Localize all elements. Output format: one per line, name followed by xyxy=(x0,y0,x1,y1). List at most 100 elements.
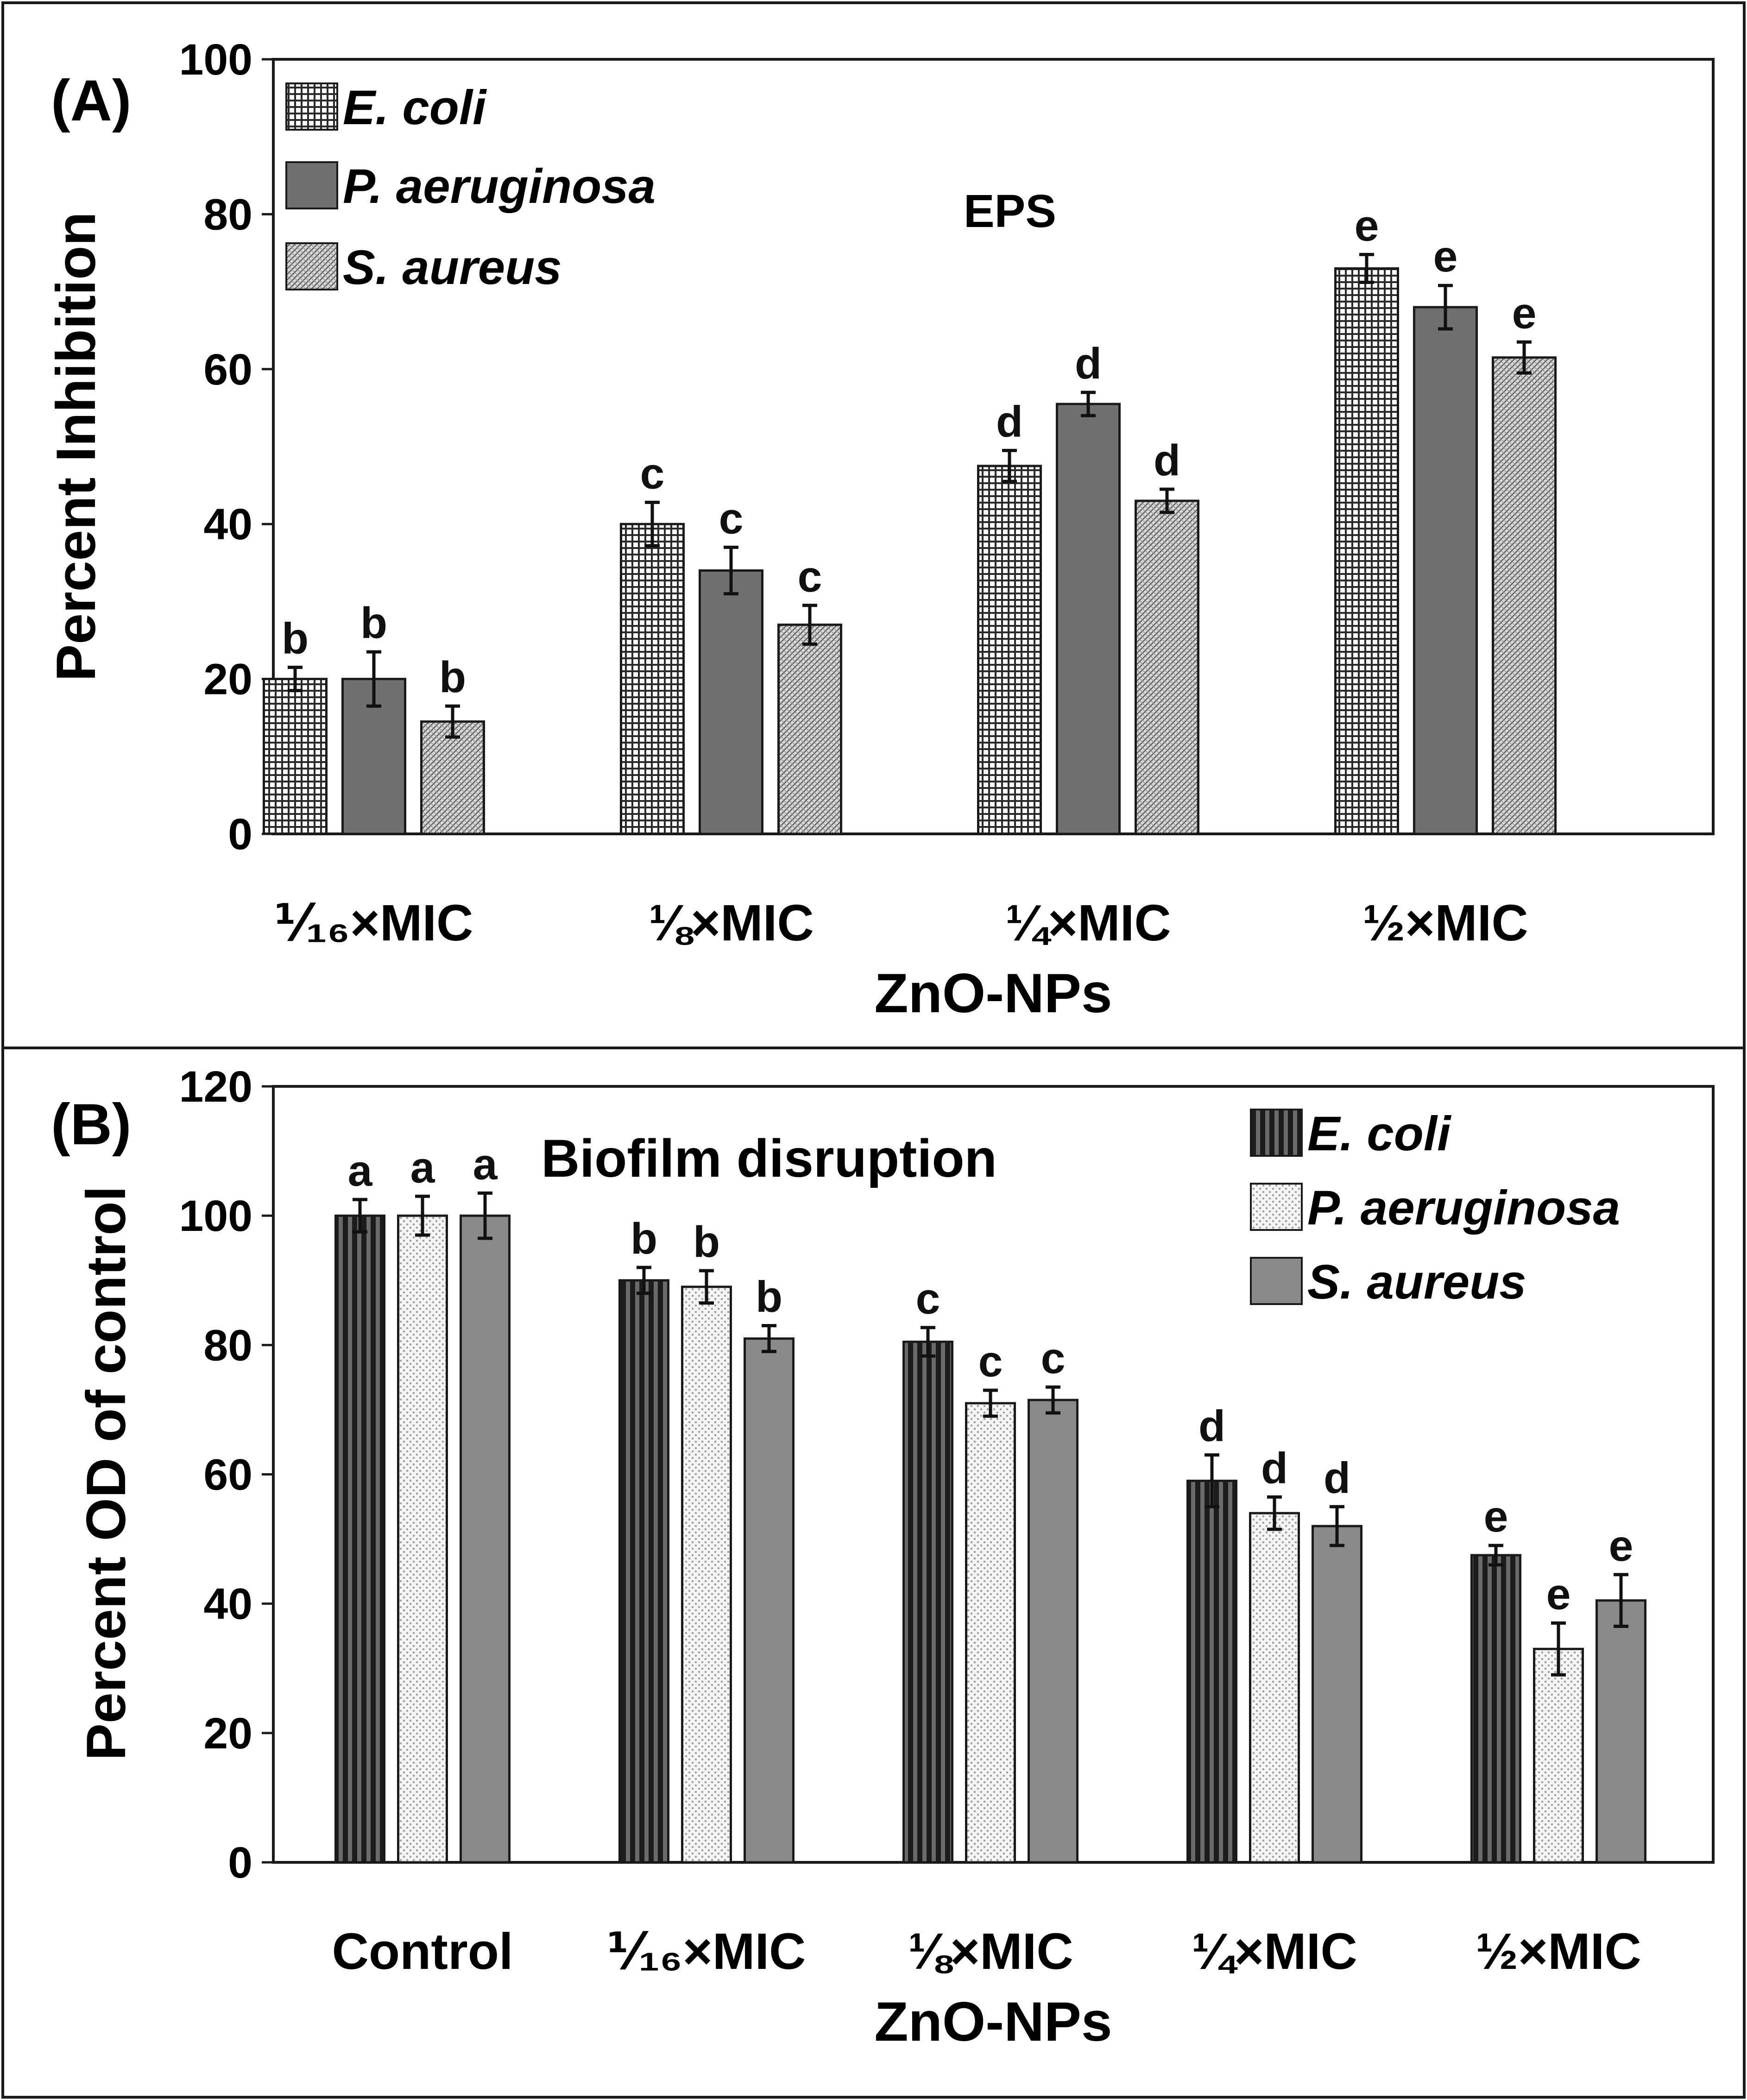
panel-a-y-ticks: 0 20 40 60 80 100 xyxy=(179,35,273,859)
significance-letter: c xyxy=(978,1337,1003,1386)
error-bar xyxy=(1081,391,1096,417)
bar xyxy=(1492,356,1557,835)
significance-letter: a xyxy=(410,1143,435,1192)
significance-letter: e xyxy=(1546,1570,1571,1619)
error-bar xyxy=(1551,1621,1566,1677)
legend-swatch-p-aeruginosa xyxy=(285,161,338,209)
error-bar xyxy=(1002,448,1017,483)
panel-b-bars: a b c d e a b c d e a b c d e xyxy=(334,1140,1646,1864)
panel-a-legend: E. coli P. aeruginosa S. aureus xyxy=(285,81,656,295)
x-category-label: ⅛×MIC xyxy=(648,895,814,952)
legend-label-s-aureus: S. aureus xyxy=(343,240,562,295)
error-bar xyxy=(1046,1385,1060,1415)
bar xyxy=(620,523,685,835)
legend-swatch-p-aeruginosa xyxy=(1250,1183,1303,1231)
significance-letter: d xyxy=(1075,339,1102,388)
error-bar xyxy=(366,650,381,708)
bar xyxy=(1312,1525,1362,1864)
y-tick-label: 0 xyxy=(228,810,252,859)
bar xyxy=(777,624,842,835)
significance-letter: b xyxy=(756,1272,782,1321)
legend-swatch-e-coli xyxy=(285,82,338,131)
significance-letter: d xyxy=(1261,1444,1288,1493)
bar xyxy=(263,678,328,835)
legend-swatch-e-coli xyxy=(1250,1109,1303,1157)
error-bar xyxy=(1205,1453,1219,1508)
bar xyxy=(1135,499,1199,835)
y-tick-label: 40 xyxy=(203,500,252,549)
legend-label-p-aeruginosa: P. aeruginosa xyxy=(1307,1181,1620,1235)
y-tick-label: 60 xyxy=(203,1450,252,1500)
x-category-label: ⅛×MIC xyxy=(908,1923,1073,1980)
panel-a-y-axis-label: Percent Inhibition xyxy=(45,212,107,681)
x-category-label: ⅟₁₆×MIC xyxy=(275,895,473,952)
bar xyxy=(1028,1399,1078,1864)
error-bar xyxy=(645,500,660,548)
error-bar xyxy=(1438,284,1453,331)
bar xyxy=(681,1286,732,1864)
bar xyxy=(699,569,763,835)
x-category-label: ½×MIC xyxy=(1362,895,1528,952)
significance-letter: d xyxy=(996,397,1023,446)
bar xyxy=(1249,1512,1300,1864)
significance-letter: b xyxy=(693,1217,720,1267)
significance-letter: b xyxy=(439,653,466,702)
significance-letter: c xyxy=(719,494,744,543)
bar xyxy=(420,720,485,835)
panel-b: (B) Biofilm disruption Percent OD of con… xyxy=(51,1062,1715,2053)
y-tick-label: 100 xyxy=(179,1192,252,1241)
error-bar xyxy=(724,545,738,596)
error-bar xyxy=(445,704,460,739)
significance-letter: c xyxy=(640,449,665,498)
significance-letter: e xyxy=(1512,289,1537,338)
panel-b-title: Biofilm disruption xyxy=(541,1129,997,1188)
legend-label-s-aureus: S. aureus xyxy=(1307,1255,1526,1309)
significance-letter: e xyxy=(1484,1492,1508,1541)
bar xyxy=(618,1279,669,1864)
error-bar xyxy=(353,1198,367,1234)
error-bar xyxy=(983,1388,998,1418)
y-tick-label: 80 xyxy=(203,190,252,239)
legend-label-e-coli: E. coli xyxy=(343,81,487,135)
panel-a-title: EPS xyxy=(964,185,1056,237)
error-bar xyxy=(637,1266,651,1295)
error-bar xyxy=(478,1191,492,1240)
error-bar xyxy=(802,604,817,646)
panel-b-label: (B) xyxy=(51,1092,132,1157)
error-bar xyxy=(699,1269,714,1305)
error-bar xyxy=(1267,1495,1282,1531)
y-tick-label: 40 xyxy=(203,1580,252,1629)
significance-letter: b xyxy=(631,1214,657,1263)
bar xyxy=(1533,1647,1584,1864)
significance-letter: e xyxy=(1609,1521,1633,1570)
significance-letter: c xyxy=(1041,1334,1066,1383)
significance-letter: d xyxy=(1324,1453,1350,1502)
y-tick-label: 100 xyxy=(179,35,252,84)
significance-letter: e xyxy=(1433,232,1458,281)
error-bar xyxy=(1330,1505,1344,1547)
significance-letter: d xyxy=(1198,1402,1225,1451)
significance-letter: b xyxy=(282,614,309,663)
y-tick-label: 80 xyxy=(203,1321,252,1370)
error-bar xyxy=(1359,252,1374,284)
y-tick-label: 20 xyxy=(203,655,252,704)
panel-b-y-ticks: 0 20 40 60 80 100 120 xyxy=(179,1062,273,1887)
panel-b-x-axis-label: ZnO-NPs xyxy=(874,1991,1112,2053)
error-bar xyxy=(1160,487,1174,514)
error-bar xyxy=(288,666,303,693)
bar xyxy=(965,1402,1016,1864)
bar xyxy=(334,1214,385,1864)
legend-label-e-coli: E. coli xyxy=(1307,1107,1451,1161)
y-tick-label: 120 xyxy=(179,1062,252,1111)
panel-b-legend: E. coli P. aeruginosa S. aureus xyxy=(1250,1107,1620,1309)
x-category-label: ⅟₁₆×MIC xyxy=(607,1923,806,1980)
bar xyxy=(1056,403,1121,835)
y-tick-label: 60 xyxy=(203,345,252,394)
error-bar xyxy=(1488,1544,1503,1567)
error-bar xyxy=(1517,340,1532,375)
legend-swatch-s-aureus xyxy=(285,242,338,290)
x-category-label: Control xyxy=(332,1923,513,1980)
panel-b-y-axis-label: Percent OD of control xyxy=(75,1186,137,1760)
panel-b-x-categories: Control ⅟₁₆×MIC ⅛×MIC ¼×MIC ½×MIC xyxy=(332,1923,1641,1980)
